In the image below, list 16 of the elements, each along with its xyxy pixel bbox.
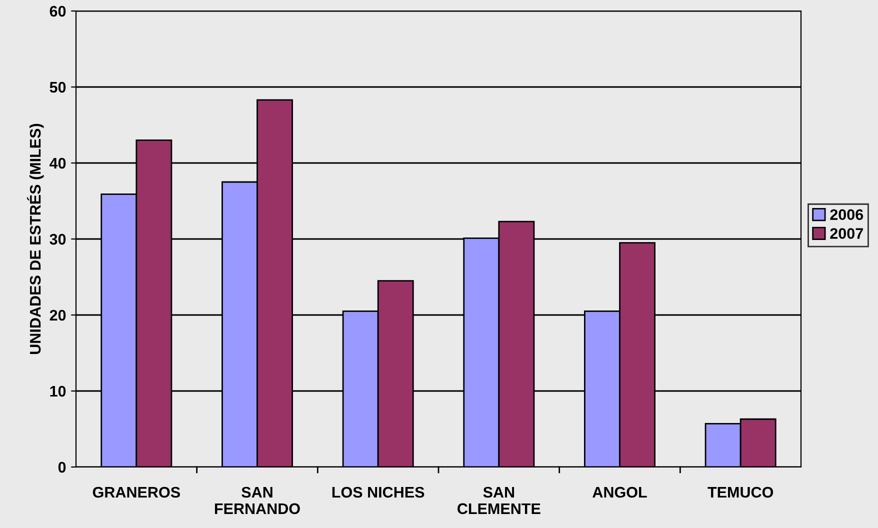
x-tick-label: SAN FERNANDO [214,486,300,514]
y-tick-label: 50 [50,82,66,93]
y-tick-label: 60 [50,6,66,17]
y-tick-label: 10 [50,386,66,397]
y-tick-label: 0 [58,462,66,473]
x-tick-label: GRANEROS [92,486,180,498]
y-tick-label: 30 [50,234,66,245]
x-tick-label: LOS NICHES [332,486,424,498]
legend-label: 2007 [830,228,863,239]
legend-label: 2006 [830,209,864,220]
x-tick-label: TEMUCO [708,486,774,498]
x-tick-label: ANGOL [592,486,647,498]
y-axis-title: UNIDADES DE ESTRÉS (MILES) [27,124,44,354]
x-tick-label: SAN CLEMENTE [458,486,540,514]
y-tick-label: 40 [50,158,66,169]
y-tick-label: 20 [50,310,66,321]
